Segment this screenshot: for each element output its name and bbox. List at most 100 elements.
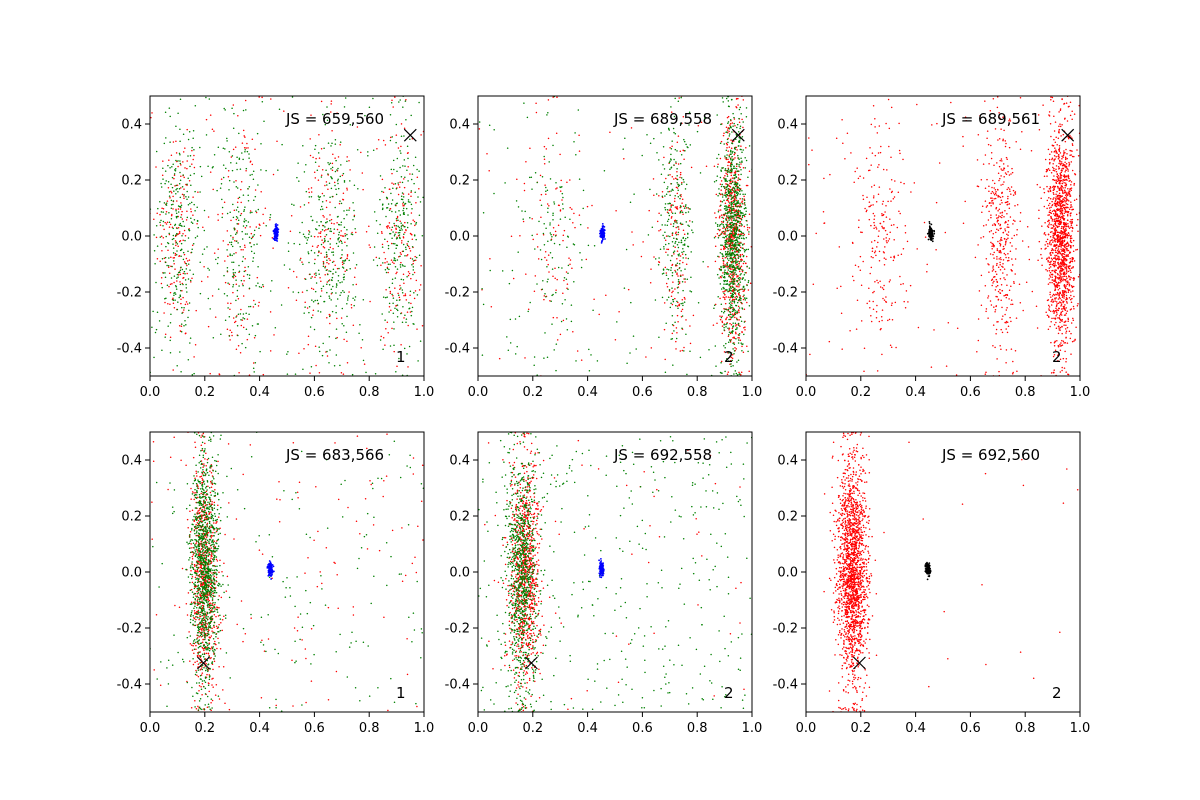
data-point xyxy=(250,250,253,253)
data-point xyxy=(745,255,748,258)
data-point xyxy=(565,271,568,273)
data-point xyxy=(721,332,724,335)
data-point xyxy=(885,258,887,260)
data-point xyxy=(326,119,329,122)
data-point xyxy=(344,234,347,237)
data-point xyxy=(563,279,565,282)
data-point xyxy=(727,308,730,311)
data-point xyxy=(653,137,655,140)
data-point xyxy=(726,193,729,196)
data-point xyxy=(196,220,199,222)
data-point xyxy=(341,281,343,283)
data-point xyxy=(543,155,545,158)
data-point xyxy=(879,286,882,288)
data-point xyxy=(227,302,229,304)
data-point xyxy=(153,234,155,236)
data-point xyxy=(738,228,741,231)
data-point xyxy=(402,193,405,195)
data-point xyxy=(992,324,995,326)
data-point xyxy=(873,290,875,293)
data-point xyxy=(625,248,628,251)
data-point xyxy=(678,228,680,230)
data-point xyxy=(573,140,575,143)
data-point xyxy=(405,118,407,121)
data-point xyxy=(331,169,334,172)
data-point xyxy=(180,202,182,204)
data-point xyxy=(716,322,718,325)
data-point xyxy=(344,233,346,235)
data-point xyxy=(722,227,724,230)
data-point xyxy=(739,281,742,283)
data-point xyxy=(257,282,259,284)
data-point xyxy=(1006,226,1009,228)
data-point xyxy=(728,311,731,313)
data-point xyxy=(249,174,251,176)
data-point xyxy=(737,189,740,191)
data-point xyxy=(249,305,252,308)
data-point xyxy=(177,112,179,115)
data-point xyxy=(408,272,411,275)
data-point xyxy=(719,297,721,300)
data-point xyxy=(993,280,995,283)
data-point xyxy=(402,165,404,167)
data-point xyxy=(232,276,235,279)
data-point xyxy=(868,300,871,302)
data-point xyxy=(720,288,723,290)
data-point xyxy=(570,304,573,306)
data-point xyxy=(253,229,256,232)
data-point xyxy=(418,289,421,291)
data-point xyxy=(724,229,727,231)
data-point xyxy=(980,274,983,277)
data-point xyxy=(673,200,676,203)
data-point xyxy=(671,287,673,289)
data-point xyxy=(884,211,886,213)
data-point xyxy=(731,155,733,158)
data-point xyxy=(531,188,533,190)
data-point xyxy=(664,266,667,269)
data-point xyxy=(529,301,531,304)
data-point xyxy=(164,301,166,304)
data-point xyxy=(325,251,328,254)
data-point xyxy=(326,355,329,357)
data-point xyxy=(542,234,545,236)
data-point xyxy=(731,242,734,244)
data-point xyxy=(173,257,176,259)
data-point xyxy=(163,202,166,204)
data-point xyxy=(514,353,517,355)
data-point xyxy=(1001,306,1003,309)
data-point xyxy=(736,182,739,184)
data-point xyxy=(209,308,211,310)
data-point xyxy=(329,201,331,203)
data-point xyxy=(732,248,734,250)
data-point xyxy=(401,192,404,194)
data-point xyxy=(731,259,734,262)
data-point xyxy=(746,224,748,226)
data-point xyxy=(741,259,744,261)
data-point xyxy=(602,233,605,236)
data-point xyxy=(309,154,312,157)
data-point xyxy=(545,193,547,195)
data-point xyxy=(331,177,333,180)
data-point xyxy=(690,276,692,279)
data-point xyxy=(862,177,865,179)
data-point xyxy=(998,258,1000,260)
data-point xyxy=(680,239,683,242)
data-point xyxy=(305,237,307,239)
data-point xyxy=(256,243,258,245)
data-point xyxy=(208,98,211,100)
data-point xyxy=(330,167,332,170)
data-point xyxy=(228,150,231,153)
data-point xyxy=(262,373,265,376)
data-point xyxy=(346,187,348,189)
data-point xyxy=(707,266,709,268)
data-point xyxy=(730,179,732,181)
data-point xyxy=(183,193,185,196)
data-point xyxy=(160,186,163,188)
data-point xyxy=(166,284,169,286)
data-point xyxy=(873,215,876,217)
data-point xyxy=(723,344,725,347)
data-point xyxy=(334,264,336,266)
data-point xyxy=(169,339,171,342)
data-point xyxy=(247,194,249,197)
data-point xyxy=(209,114,212,116)
